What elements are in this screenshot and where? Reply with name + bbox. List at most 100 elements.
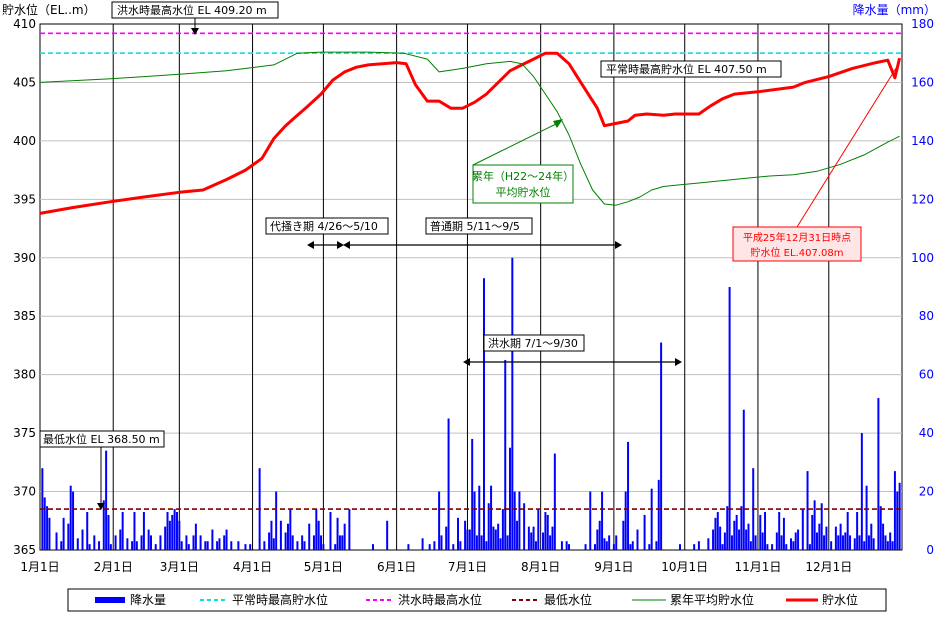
precip-bar (693, 544, 696, 550)
precip-bar (102, 500, 105, 550)
precip-bar (879, 506, 882, 550)
precip-bar (105, 450, 108, 550)
y-right-tick-label: 140 (911, 134, 934, 148)
precip-bar (270, 520, 273, 550)
precip-bar (761, 532, 764, 550)
precip-bar (268, 532, 271, 550)
grid-lines (40, 24, 902, 550)
precip-bar (782, 517, 785, 550)
precip-bar (608, 535, 611, 550)
precip-bar (289, 509, 292, 550)
svg-text:洪水時最高水位 EL 409.20 m: 洪水時最高水位 EL 409.20 m (117, 3, 267, 17)
precip-bar (69, 485, 72, 550)
legend: 降水量 平常時最高貯水位 洪水時最高水位 最低水位 累年平均貯水位 貯水位 (67, 588, 887, 612)
precip-bar (216, 541, 219, 550)
precip-bar (371, 544, 374, 550)
precip-bar (490, 485, 493, 550)
precip-bar (707, 538, 710, 550)
y-right-tick-label: 40 (919, 426, 934, 440)
precip-bar (716, 512, 719, 550)
precip-bar (180, 541, 183, 550)
precip-bar (792, 541, 795, 550)
precip-bar (440, 535, 443, 550)
precip-bar (764, 512, 767, 550)
x-tick-label: 3月1日 (160, 560, 199, 574)
precip-bar (494, 529, 497, 550)
precip-bar (308, 523, 311, 550)
y-left-ticks: 365 370 375 380 385 390 395 400 405 410 (13, 17, 36, 557)
y-left-tick-label: 405 (13, 75, 36, 89)
precip-bar (825, 526, 828, 550)
precip-bar (126, 538, 129, 550)
precip-bar (811, 514, 814, 550)
precip-bar (343, 523, 346, 550)
x-tick-label: 2月1日 (94, 560, 133, 574)
precip-bar (466, 529, 469, 550)
precip-bar (272, 538, 275, 550)
legend-label-min: 最低水位 (544, 592, 592, 607)
precip-bar (72, 491, 75, 550)
precip-bar (801, 509, 804, 550)
precip-bar (478, 485, 481, 550)
y-right-tick-label: 160 (911, 75, 934, 89)
precip-bar (877, 398, 880, 550)
precip-bar (598, 520, 601, 550)
x-tick-label: 6月1日 (377, 560, 416, 574)
precip-bar (421, 538, 424, 550)
precip-bar (76, 538, 79, 550)
y-left-tick-label: 370 (13, 485, 36, 499)
precip-bar (584, 544, 587, 550)
precip-bar (534, 541, 537, 550)
precip-bar (872, 538, 875, 550)
legend-label-flood-max: 洪水時最高水位 (398, 592, 482, 607)
precip-bar (67, 523, 70, 550)
precip-bar (759, 514, 762, 550)
precip-bar (735, 514, 738, 550)
y-left-tick-label: 375 (13, 426, 36, 440)
precip-bar (452, 544, 455, 550)
precip-bar (891, 541, 894, 550)
precip-bar (860, 433, 863, 550)
precip-bar (173, 509, 176, 550)
y-left-tick-label: 410 (13, 17, 36, 31)
precip-bar (830, 541, 833, 550)
precip-bar (794, 532, 797, 550)
precip-bar (612, 544, 615, 550)
precip-bar (643, 514, 646, 550)
precip-bar (546, 514, 549, 550)
precip-bar (187, 544, 190, 550)
precip-bar (841, 535, 844, 550)
precip-bar (721, 544, 724, 550)
precip-bar (823, 535, 826, 550)
precip-bar (55, 532, 58, 550)
precip-bar (730, 535, 733, 550)
precip-bar (893, 471, 896, 550)
precip-bar (93, 535, 96, 550)
precip-bar (386, 520, 389, 550)
precip-bar (487, 503, 490, 550)
precip-bar (886, 541, 889, 550)
precip-bar (813, 500, 816, 550)
precip-bar (164, 526, 167, 550)
precip-bar (218, 538, 221, 550)
precip-bar (593, 544, 596, 550)
legend-label-normal-max: 平常時最高貯水位 (232, 592, 328, 607)
precip-bar (464, 520, 467, 550)
precip-bar (508, 447, 511, 550)
precip-bar (648, 544, 651, 550)
precip-bar (511, 257, 514, 550)
precip-bar (275, 491, 278, 550)
annotation-end-point: 平成25年12月31日時点 貯水位 EL.407.08m (732, 64, 899, 262)
y-right-axis-label: 降水量（mm） (853, 3, 936, 17)
precip-bar (107, 514, 110, 550)
period-flood: 洪水期 7/1～9/30 (463, 334, 682, 366)
precip-bar (336, 517, 339, 550)
annotation-normal-max: 平常時最高貯水位 EL 407.50 m (600, 60, 782, 78)
precip-bar (728, 287, 731, 550)
precip-bar (142, 512, 145, 550)
x-tick-label: 12月1日 (805, 560, 852, 574)
precip-bar (166, 512, 169, 550)
level-lines (39, 51, 902, 215)
precip-bar (896, 491, 899, 550)
